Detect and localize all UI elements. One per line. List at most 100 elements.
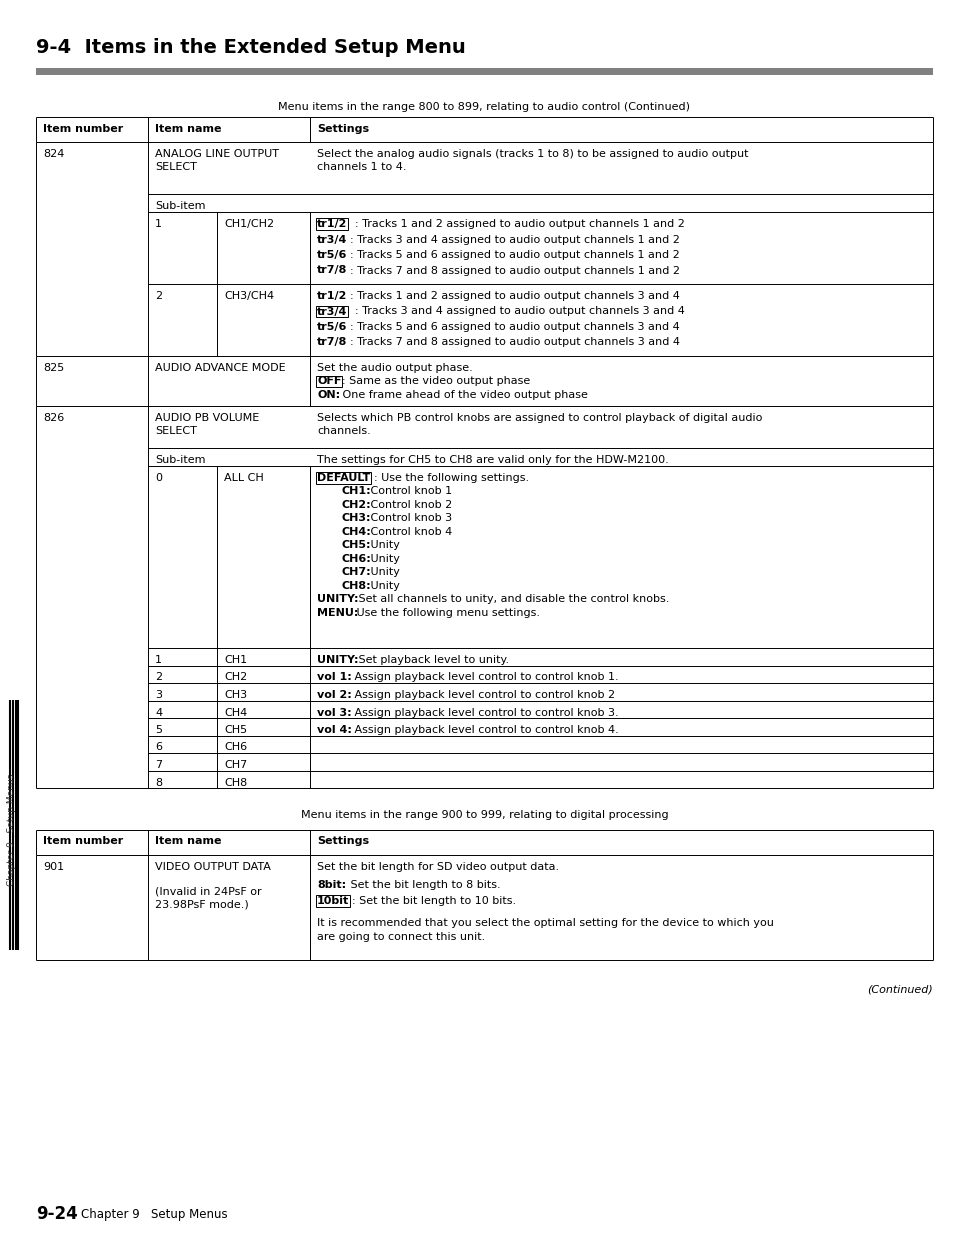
Text: vol 2:: vol 2: (316, 690, 352, 700)
Text: Menu items in the range 900 to 999, relating to digital processing: Menu items in the range 900 to 999, rela… (300, 810, 668, 820)
Text: Set playback level to unity.: Set playback level to unity. (355, 656, 509, 666)
Text: SELECT: SELECT (154, 427, 196, 437)
Text: 8: 8 (154, 778, 162, 787)
Text: Select the analog audio signals (tracks 1 to 8) to be assigned to audio output: Select the analog audio signals (tracks … (316, 149, 748, 159)
Text: Item name: Item name (154, 123, 221, 133)
Text: tr1/2: tr1/2 (316, 291, 347, 301)
Text: CH3/CH4: CH3/CH4 (224, 291, 274, 301)
Text: CH1/CH2: CH1/CH2 (224, 219, 274, 229)
Text: 826: 826 (43, 413, 64, 423)
Text: Assign playback level control to control knob 3.: Assign playback level control to control… (351, 708, 618, 718)
Text: CH1:: CH1: (341, 486, 372, 496)
Text: Set the audio output phase.: Set the audio output phase. (316, 363, 473, 373)
Text: : Tracks 1 and 2 assigned to audio output channels 1 and 2: : Tracks 1 and 2 assigned to audio outpu… (355, 219, 684, 229)
Text: CH5: CH5 (224, 725, 247, 735)
Text: Set all channels to unity, and disable the control knobs.: Set all channels to unity, and disable t… (355, 595, 669, 605)
Text: CH3:: CH3: (341, 514, 371, 524)
Text: Settings: Settings (316, 836, 369, 846)
Text: 8bit:: 8bit: (316, 880, 346, 889)
Text: 10bit: 10bit (316, 896, 349, 906)
Text: vol 3:: vol 3: (316, 708, 352, 718)
Text: Assign playback level control to control knob 1.: Assign playback level control to control… (351, 673, 618, 683)
Text: Control knob 4: Control knob 4 (367, 527, 452, 537)
Text: CH7: CH7 (224, 760, 247, 770)
Text: SELECT: SELECT (154, 163, 196, 173)
Bar (36, 68, 932, 75)
Text: CH8:: CH8: (341, 581, 372, 591)
Text: Control knob 3: Control knob 3 (367, 514, 452, 524)
Text: : Tracks 5 and 6 assigned to audio output channels 1 and 2: : Tracks 5 and 6 assigned to audio outpu… (350, 250, 679, 260)
Text: One frame ahead of the video output phase: One frame ahead of the video output phas… (338, 391, 587, 401)
Text: 4: 4 (154, 708, 162, 718)
Text: channels 1 to 4.: channels 1 to 4. (316, 163, 406, 173)
Text: 824: 824 (43, 149, 64, 159)
Text: CH6:: CH6: (341, 554, 372, 564)
Text: CH5:: CH5: (341, 540, 371, 551)
Text: tr1/2: tr1/2 (316, 219, 347, 229)
Text: Unity: Unity (367, 540, 399, 551)
Text: : Tracks 3 and 4 assigned to audio output channels 1 and 2: : Tracks 3 and 4 assigned to audio outpu… (350, 235, 679, 245)
Text: ANALOG LINE OUTPUT: ANALOG LINE OUTPUT (154, 149, 278, 159)
Text: tr5/6: tr5/6 (316, 250, 347, 260)
Text: vol 4:: vol 4: (316, 725, 352, 735)
Text: CH2: CH2 (224, 673, 247, 683)
Text: AUDIO PB VOLUME: AUDIO PB VOLUME (154, 413, 259, 423)
Text: CH7:: CH7: (341, 567, 372, 577)
Text: : Set the bit length to 10 bits.: : Set the bit length to 10 bits. (352, 896, 516, 906)
Text: UNITY:: UNITY: (316, 656, 358, 666)
Text: Sub-item: Sub-item (154, 455, 205, 465)
Text: ALL CH: ALL CH (224, 473, 263, 483)
Text: Item name: Item name (154, 836, 221, 846)
Text: 1: 1 (154, 656, 162, 666)
Text: Unity: Unity (367, 581, 399, 591)
Text: Item number: Item number (43, 836, 123, 846)
Text: are going to connect this unit.: are going to connect this unit. (316, 932, 485, 942)
Text: (Continued): (Continued) (866, 985, 932, 995)
Text: Menu items in the range 800 to 899, relating to audio control (Continued): Menu items in the range 800 to 899, rela… (278, 102, 690, 112)
Text: Assign playback level control to control knob 4.: Assign playback level control to control… (351, 725, 618, 735)
Text: Control knob 2: Control knob 2 (367, 500, 452, 510)
Text: 5: 5 (154, 725, 162, 735)
Text: CH2:: CH2: (341, 500, 372, 510)
Text: (Invalid in 24PsF or: (Invalid in 24PsF or (154, 886, 261, 896)
Text: Control knob 1: Control knob 1 (367, 486, 452, 496)
Text: : Tracks 7 and 8 assigned to audio output channels 1 and 2: : Tracks 7 and 8 assigned to audio outpu… (350, 265, 679, 275)
Text: CH3: CH3 (224, 690, 247, 700)
Text: 7: 7 (154, 760, 162, 770)
Text: : Tracks 5 and 6 assigned to audio output channels 3 and 4: : Tracks 5 and 6 assigned to audio outpu… (350, 322, 679, 332)
Text: OFF: OFF (316, 377, 341, 387)
Text: 9-24: 9-24 (36, 1205, 77, 1223)
Text: CH8: CH8 (224, 778, 247, 787)
Text: 6: 6 (154, 743, 162, 753)
Text: It is recommended that you select the optimal setting for the device to which yo: It is recommended that you select the op… (316, 918, 773, 928)
Text: CH1: CH1 (224, 656, 247, 666)
Text: Item number: Item number (43, 123, 123, 133)
Text: tr5/6: tr5/6 (316, 322, 347, 332)
Text: ON:: ON: (316, 391, 340, 401)
Text: 825: 825 (43, 363, 64, 373)
Text: Sub-item: Sub-item (154, 202, 205, 211)
Text: CH4:: CH4: (341, 527, 372, 537)
Text: UNITY:: UNITY: (316, 595, 358, 605)
Text: Set the bit length for SD video output data.: Set the bit length for SD video output d… (316, 862, 558, 872)
Text: Selects which PB control knobs are assigned to control playback of digital audio: Selects which PB control knobs are assig… (316, 413, 761, 423)
Text: Use the following menu settings.: Use the following menu settings. (353, 608, 539, 618)
Text: Chapter 9   Setup Menus: Chapter 9 Setup Menus (81, 1208, 228, 1222)
Text: AUDIO ADVANCE MODE: AUDIO ADVANCE MODE (154, 363, 285, 373)
Text: tr3/4: tr3/4 (316, 306, 347, 316)
Text: Unity: Unity (367, 554, 399, 564)
Text: tr7/8: tr7/8 (316, 265, 347, 275)
Text: MENU:: MENU: (316, 608, 358, 618)
Text: 2: 2 (154, 291, 162, 301)
Text: Unity: Unity (367, 567, 399, 577)
Text: 2: 2 (154, 673, 162, 683)
Text: : Tracks 7 and 8 assigned to audio output channels 3 and 4: : Tracks 7 and 8 assigned to audio outpu… (350, 337, 679, 347)
Text: Settings: Settings (316, 123, 369, 133)
Text: Assign playback level control to control knob 2: Assign playback level control to control… (351, 690, 615, 700)
Text: DEFAULT: DEFAULT (316, 473, 370, 483)
Text: : Tracks 3 and 4 assigned to audio output channels 3 and 4: : Tracks 3 and 4 assigned to audio outpu… (355, 306, 684, 316)
Text: 1: 1 (154, 219, 162, 229)
Text: : Tracks 1 and 2 assigned to audio output channels 3 and 4: : Tracks 1 and 2 assigned to audio outpu… (350, 291, 679, 301)
Text: tr7/8: tr7/8 (316, 337, 347, 347)
Text: VIDEO OUTPUT DATA: VIDEO OUTPUT DATA (154, 862, 271, 872)
